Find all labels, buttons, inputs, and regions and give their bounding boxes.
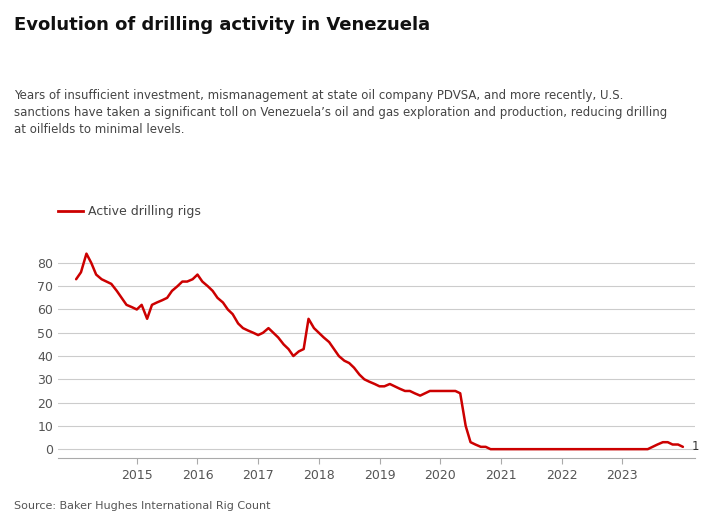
Text: Active drilling rigs: Active drilling rigs — [88, 205, 201, 217]
Text: Evolution of drilling activity in Venezuela: Evolution of drilling activity in Venezu… — [14, 16, 431, 34]
Text: Years of insufficient investment, mismanagement at state oil company PDVSA, and : Years of insufficient investment, misman… — [14, 89, 668, 135]
Text: 1: 1 — [692, 440, 699, 453]
Text: Source: Baker Hughes International Rig Count: Source: Baker Hughes International Rig C… — [14, 501, 271, 511]
